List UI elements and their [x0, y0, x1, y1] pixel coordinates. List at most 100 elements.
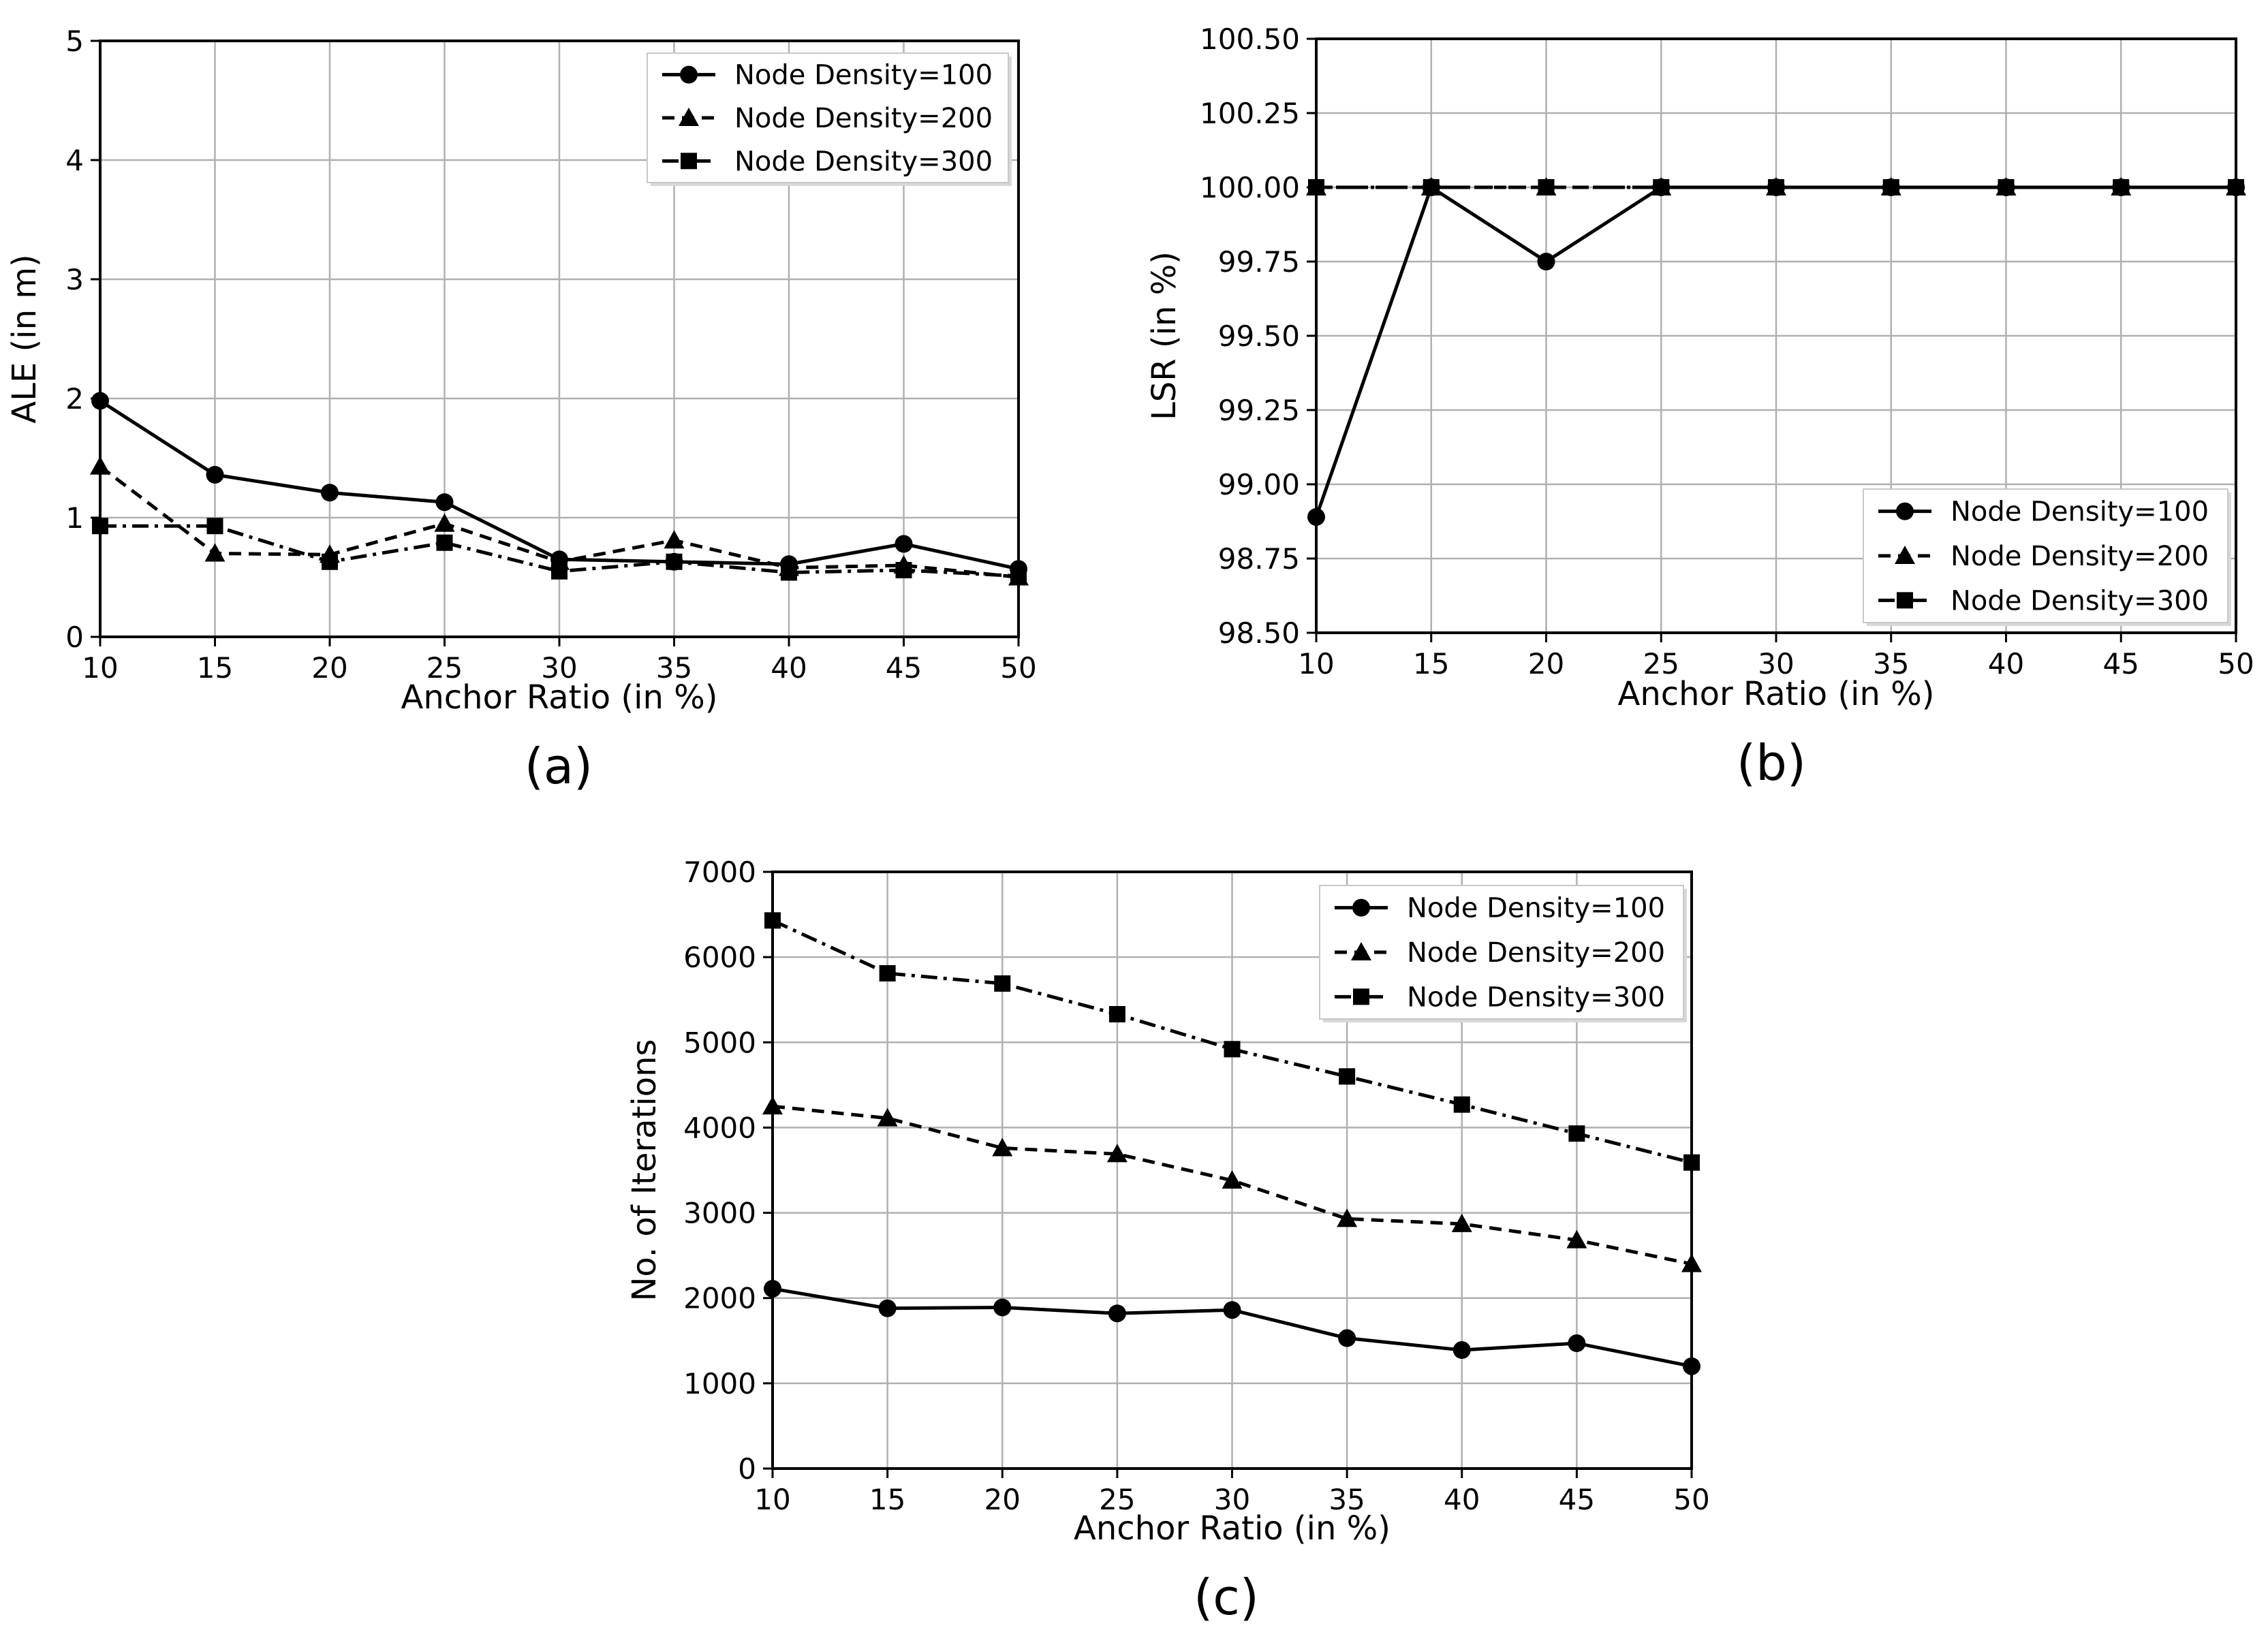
data-point-series-1: [993, 1298, 1012, 1317]
data-point-series-3: [879, 964, 896, 982]
y-tick-label: 3: [65, 263, 84, 296]
x-tick-label: 10: [1298, 647, 1334, 680]
data-point-series-2: [1222, 1170, 1243, 1189]
data-point-series-1: [1453, 1341, 1471, 1360]
y-tick-label: 98.50: [1218, 616, 1300, 650]
y-tick-label: 0: [738, 1452, 756, 1486]
legend-entry-1: Node Density=100: [1951, 497, 2209, 528]
y-tick-label: 6000: [683, 941, 756, 974]
x-tick-label: 40: [1988, 647, 2024, 680]
legend-entry-3: Node Density=300: [1951, 585, 2209, 616]
x-tick-label: 15: [197, 651, 233, 685]
data-point-series-2: [877, 1108, 898, 1127]
data-point-series-2: [1566, 1229, 1587, 1249]
x-axis-label: Anchor Ratio (in %): [401, 678, 718, 717]
panel-caption-a: (a): [525, 738, 593, 795]
data-point-series-3: [1224, 1041, 1241, 1058]
chart-panel-b: 10 15 20 25 30 35 40 45 50 98.50 98.75 99.00 99.25 99…: [1145, 22, 2254, 791]
x-tick-label: 40: [771, 651, 807, 685]
y-tick-label: 0: [65, 621, 84, 654]
legend-marker-3: [681, 153, 697, 170]
data-point-series-2: [434, 513, 455, 532]
y-tick-label: 5000: [683, 1026, 756, 1059]
y-tick-label: 100.25: [1200, 97, 1300, 130]
data-point-series-1: [435, 493, 454, 512]
legend-marker-2: [679, 108, 699, 126]
data-point-series-2: [1337, 1208, 1358, 1227]
data-point-series-3: [1339, 1068, 1356, 1085]
x-tick-label: 50: [2218, 647, 2254, 680]
legend-marker-1: [1352, 898, 1370, 917]
data-point-series-3: [895, 562, 912, 578]
x-tick-label: 15: [1413, 647, 1449, 680]
x-tick-label: 20: [311, 651, 347, 685]
data-point-series-3: [206, 518, 223, 535]
legend-marker-3: [1353, 988, 1369, 1005]
x-tick-label: 30: [1214, 1483, 1250, 1516]
x-tick-label: 35: [1329, 1483, 1365, 1516]
y-tick-label: 3000: [683, 1197, 756, 1230]
y-axis-label: ALE (in m): [5, 254, 44, 423]
legend-entry-3: Node Density=300: [1407, 982, 1665, 1013]
legend-entry-2: Node Density=200: [734, 103, 993, 134]
x-tick-label: 50: [1673, 1483, 1709, 1516]
y-tick-label: 99.25: [1218, 394, 1300, 427]
y-tick-label: 98.75: [1218, 542, 1300, 576]
data-point-series-1: [1108, 1304, 1126, 1323]
x-tick-label: 40: [1444, 1483, 1480, 1516]
y-tick-label: 4000: [683, 1111, 756, 1144]
y-tick-label: 5: [65, 25, 84, 58]
data-point-series-2: [204, 543, 226, 562]
data-point-series-2: [992, 1138, 1013, 1157]
data-point-series-1: [1338, 1329, 1356, 1347]
legend-marker-2: [1351, 942, 1371, 960]
data-point-series-2: [1451, 1213, 1472, 1232]
legend-entry-2: Node Density=200: [1407, 937, 1665, 969]
legend-entry-1: Node Density=100: [1407, 893, 1665, 924]
y-tick-label: 7000: [683, 856, 756, 889]
data-point-series-3: [994, 975, 1011, 992]
y-axis-label: No. of Iterations: [625, 1039, 664, 1301]
y-tick-label: 100.00: [1200, 171, 1300, 204]
series-line-3: [100, 524, 1019, 578]
data-point-series-3: [1108, 1005, 1125, 1022]
x-tick-label: 30: [541, 651, 577, 685]
x-tick-label: 35: [1873, 647, 1909, 680]
x-tick-label: 30: [1758, 647, 1794, 680]
data-point-series-3: [1768, 179, 1784, 195]
y-tick-label: 99.00: [1218, 468, 1300, 501]
data-point-series-1: [321, 484, 339, 502]
y-tick-label: 2: [65, 382, 84, 415]
y-tick-label: 1000: [683, 1367, 756, 1400]
x-axis-label: Anchor Ratio (in %): [1074, 1509, 1391, 1548]
legend-entry-1: Node Density=100: [734, 60, 993, 91]
data-point-series-1: [1537, 253, 1555, 270]
panel-caption-c: (c): [1194, 1569, 1259, 1626]
legend: Node Density=100 Node Density=200 Node Den…: [1319, 885, 1687, 1022]
y-tick-label: 99.50: [1218, 319, 1300, 353]
x-tick-label: 25: [1643, 647, 1679, 680]
x-tick-label: 50: [1000, 651, 1036, 685]
data-point-series-3: [781, 564, 797, 581]
data-point-series-3: [1453, 1096, 1470, 1113]
data-point-series-1: [878, 1299, 897, 1317]
chart-panel-c: 10 15 20 25 30 35 40 45 50 0 1000 2000 3000 4000 5000 6…: [625, 856, 1710, 1626]
data-point-series-3: [322, 553, 338, 570]
legend-entry-2: Node Density=200: [1951, 541, 2209, 572]
x-axis-label: Anchor Ratio (in %): [1618, 675, 1935, 713]
data-point-series-1: [895, 535, 913, 553]
data-point-series-2: [1106, 1144, 1128, 1163]
panel-caption-b: (b): [1737, 734, 1806, 791]
data-point-series-3: [1653, 179, 1670, 195]
data-point-series-3: [1538, 179, 1555, 195]
data-point-series-3: [1882, 179, 1899, 195]
legend-marker-3: [1897, 592, 1913, 609]
data-point-series-3: [1423, 179, 1440, 195]
legend: Node Density=100 Node Density=200 Node Den…: [647, 52, 1012, 186]
y-tick-label: 1: [65, 501, 84, 535]
data-point-series-3: [666, 553, 683, 570]
data-point-series-3: [1568, 1125, 1585, 1142]
x-tick-label: 20: [1528, 647, 1564, 680]
